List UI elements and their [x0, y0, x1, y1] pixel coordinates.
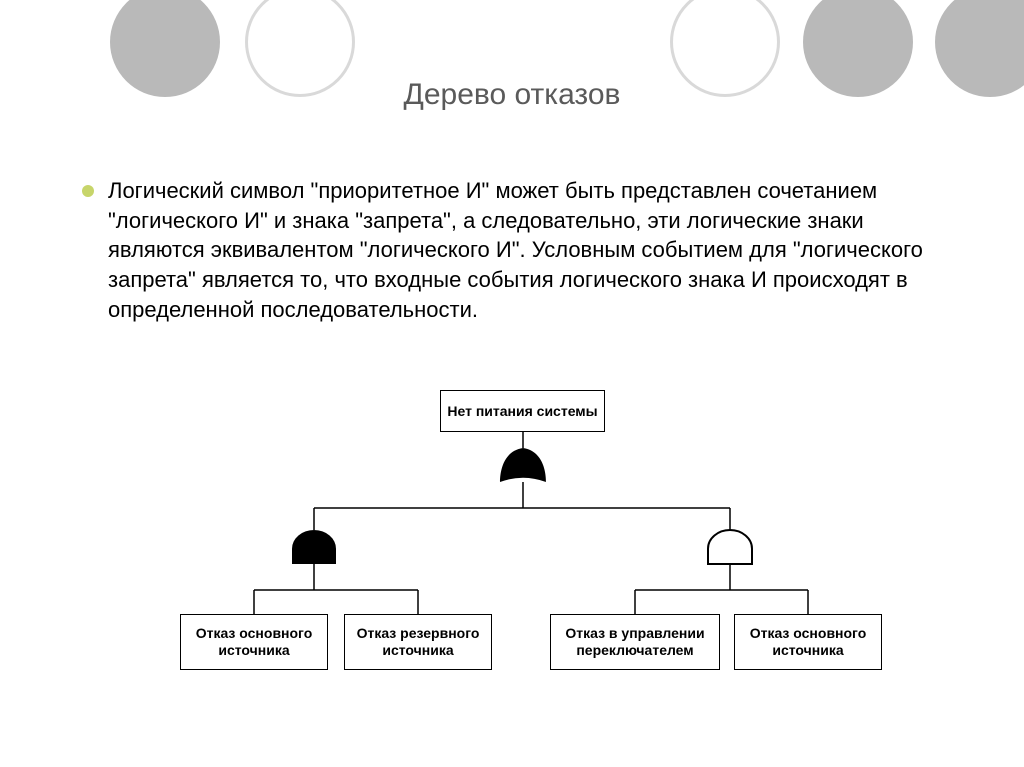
leaf-event-box: Отказ основного источника: [180, 614, 328, 670]
top-event-box: Нет питания системы: [440, 390, 605, 432]
fault-tree-diagram: Нет питания системы Отказ основного источ…: [180, 390, 860, 680]
or-gate-icon: [500, 448, 546, 482]
body-text: Логический символ "приоритетное И" может…: [108, 176, 937, 324]
slide-title: Дерево отказов: [0, 78, 1024, 112]
bullet-paragraph: Логический символ "приоритетное И" может…: [82, 176, 937, 324]
and-gate-icon: [292, 530, 336, 564]
leaf-event-box: Отказ в управлении переключателем: [550, 614, 720, 670]
and-gate-hollow-icon: [708, 530, 752, 564]
bullet-dot-icon: [82, 185, 94, 197]
slide-title-text: Дерево отказов: [404, 78, 621, 111]
leaf-event-box: Отказ основного источника: [734, 614, 882, 670]
leaf-event-box: Отказ резервного источника: [344, 614, 492, 670]
